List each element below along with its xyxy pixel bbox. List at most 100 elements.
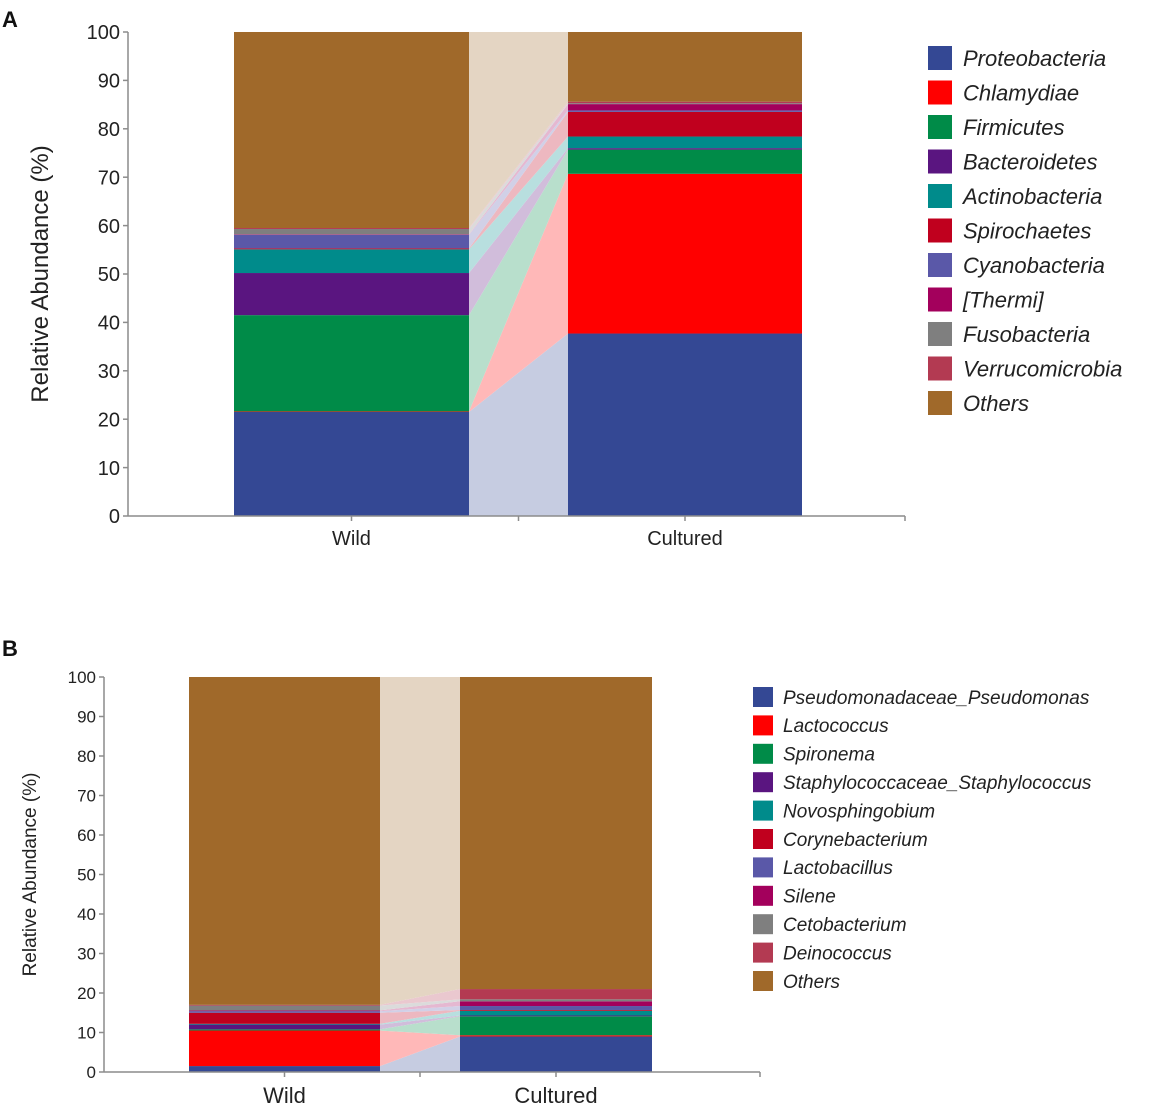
- bar-segment-wild-corynebacterium: [189, 1012, 380, 1024]
- y-tick-label: 60: [98, 216, 120, 238]
- x-tick-label-wild: Wild: [332, 528, 371, 550]
- bar-segment-cultured-actinobacteria: [568, 136, 802, 149]
- bar-segment-cultured-spirochaetes: [568, 111, 802, 137]
- ribbon-pseudomonadaceae-pseudomonas: [380, 1036, 460, 1072]
- legend-swatch-chlamydiae: [928, 80, 952, 105]
- legend-label-thermi: [Thermi]: [962, 287, 1045, 312]
- bar-segment-cultured-bacteroidetes: [568, 148, 802, 150]
- ribbon-corynebacterium: [380, 1009, 460, 1024]
- legend-swatch-silene: [753, 885, 773, 906]
- legend-label-cetobacterium: Cetobacterium: [783, 915, 907, 936]
- chart-panel-a: A 0 10 20 30 40 50 60 70 80 90 100 Wild Cultured Relat…: [2, 7, 1122, 550]
- bar-segment-wild-others: [189, 677, 380, 1005]
- legend-swatch-verrucomicrobia: [928, 356, 952, 381]
- legend-swatch-spironema: [753, 743, 773, 764]
- legend-label-staphylococcaceae-staphylococcus: Staphylococcaceae_Staphylococcus: [783, 773, 1092, 794]
- legend-label-firmicutes: Firmicutes: [963, 115, 1064, 140]
- bar-segment-wild-verrucomicrobia: [234, 228, 469, 229]
- bar-segment-wild-proteobacteria: [234, 411, 469, 516]
- y-tick-label: 40: [77, 905, 96, 924]
- ribbon-cyanobacteria: [469, 110, 568, 249]
- y-tick-label: 20: [77, 984, 96, 1003]
- legend-swatch-lactobacillus: [753, 857, 773, 878]
- ribbon-spironema: [380, 1016, 460, 1036]
- legend-label-cyanobacteria: Cyanobacteria: [963, 253, 1105, 278]
- bar-segment-cultured-novosphingobium: [460, 1010, 652, 1016]
- legend-swatch-novosphingobium: [753, 800, 773, 821]
- legend-swatch-thermi: [928, 287, 952, 312]
- ribbon-firmicutes: [469, 149, 568, 412]
- bar-segment-cultured-others: [460, 677, 652, 990]
- x-tick-label-cultured: Cultured: [647, 528, 723, 550]
- bar-segment-wild-spirochaetes: [234, 248, 469, 250]
- legend-swatch-others: [928, 391, 952, 415]
- legend-label-fusobacteria: Fusobacteria: [963, 322, 1090, 347]
- bar-segment-wild-others: [234, 32, 469, 229]
- legend: Proteobacteria Chlamydiae Firmicutes Bacter…: [928, 46, 1122, 416]
- legend-label-pseudomonadaceae-pseudomonas: Pseudomonadaceae_Pseudomonas: [783, 688, 1090, 709]
- ribbon-others: [380, 677, 460, 1005]
- bar-segment-cultured-staphylococcaceae-staphylococcus: [460, 1015, 652, 1017]
- panel-label: A: [2, 7, 18, 32]
- bar-segment-cultured-chlamydiae: [568, 173, 802, 334]
- bar-segment-wild-lactobacillus: [189, 1011, 380, 1013]
- legend-swatch-pseudomonadaceae-pseudomonas: [753, 687, 773, 707]
- legend-swatch-corynebacterium: [753, 829, 773, 849]
- legend-label-corynebacterium: Corynebacterium: [783, 830, 928, 851]
- bar-segment-cultured-others: [568, 32, 802, 102]
- y-tick-label: 0: [87, 1063, 96, 1082]
- ribbon-proteobacteria: [469, 333, 568, 516]
- bar-segment-cultured-lactococcus: [460, 1035, 652, 1037]
- ribbon-silene: [380, 1001, 460, 1012]
- y-tick-label: 50: [77, 866, 96, 885]
- y-axis-title: Relative Abundance (%): [27, 145, 54, 402]
- ribbon-deinococcus: [380, 989, 460, 1006]
- y-tick-label: 40: [98, 313, 120, 335]
- bar-segment-wild-staphylococcaceae-staphylococcus: [189, 1024, 380, 1030]
- legend-label-spironema: Spironema: [783, 745, 875, 766]
- legend-swatch-cetobacterium: [753, 914, 773, 935]
- bar-segment-wild-lactococcus: [189, 1030, 380, 1067]
- bar-segment-wild-pseudomonadaceae-pseudomonas: [189, 1066, 380, 1072]
- bar-segment-cultured-cetobacterium: [460, 999, 652, 1002]
- bar-segment-wild-firmicutes: [234, 315, 469, 412]
- y-tick-label: 30: [77, 945, 96, 964]
- legend-label-chlamydiae: Chlamydiae: [963, 80, 1079, 105]
- bar-segment-cultured-pseudomonadaceae-pseudomonas: [460, 1036, 652, 1072]
- legend-label-proteobacteria: Proteobacteria: [963, 46, 1106, 71]
- flow-ribbons: [469, 32, 568, 516]
- ribbon-chlamydiae: [469, 173, 568, 412]
- bar-group-cultured: [460, 677, 652, 1072]
- ribbon-bacteroidetes: [469, 148, 568, 316]
- bar-segment-cultured-firmicutes: [568, 149, 802, 174]
- ribbon-lactobacillus: [380, 1006, 460, 1013]
- legend-swatch-firmicutes: [928, 115, 952, 139]
- y-tick-label: 100: [87, 22, 120, 44]
- bar-segment-wild-deinococcus: [189, 1004, 380, 1006]
- legend-swatch-lactococcus: [753, 715, 773, 736]
- legend-label-deinococcus: Deinococcus: [783, 943, 892, 964]
- bar-segment-wild-cyanobacteria: [234, 234, 469, 249]
- y-tick-label: 70: [98, 167, 120, 189]
- legend-label-others: Others: [963, 391, 1029, 416]
- legend-swatch-staphylococcaceae-staphylococcus: [753, 772, 773, 793]
- bar-segment-cultured-spironema: [460, 1016, 652, 1036]
- legend-label-novosphingobium: Novosphingobium: [783, 801, 935, 822]
- bar-segment-cultured-deinococcus: [460, 989, 652, 1000]
- chart-panel-b: B 0 10 20 30 40 50 60 70 80 90 100 Wild Cultured Relat…: [2, 636, 1092, 1108]
- bar-group-wild: [234, 32, 469, 516]
- legend-swatch-deinococcus: [753, 942, 773, 963]
- y-tick-label: 80: [98, 119, 120, 141]
- flow-ribbons: [380, 677, 460, 1072]
- legend-label-lactobacillus: Lactobacillus: [783, 858, 893, 879]
- bar-segment-cultured-cyanobacteria: [568, 110, 802, 112]
- legend-label-spirochaetes: Spirochaetes: [963, 218, 1091, 243]
- y-tick-label: 10: [77, 1024, 96, 1043]
- bar-segment-cultured-thermi: [568, 104, 802, 111]
- bar-segment-cultured-silene: [460, 1001, 652, 1007]
- panel-label: B: [2, 636, 18, 661]
- ribbon-fusobacteria: [469, 103, 568, 235]
- legend-label-lactococcus: Lactococcus: [783, 716, 889, 737]
- y-tick-label: 10: [98, 458, 120, 480]
